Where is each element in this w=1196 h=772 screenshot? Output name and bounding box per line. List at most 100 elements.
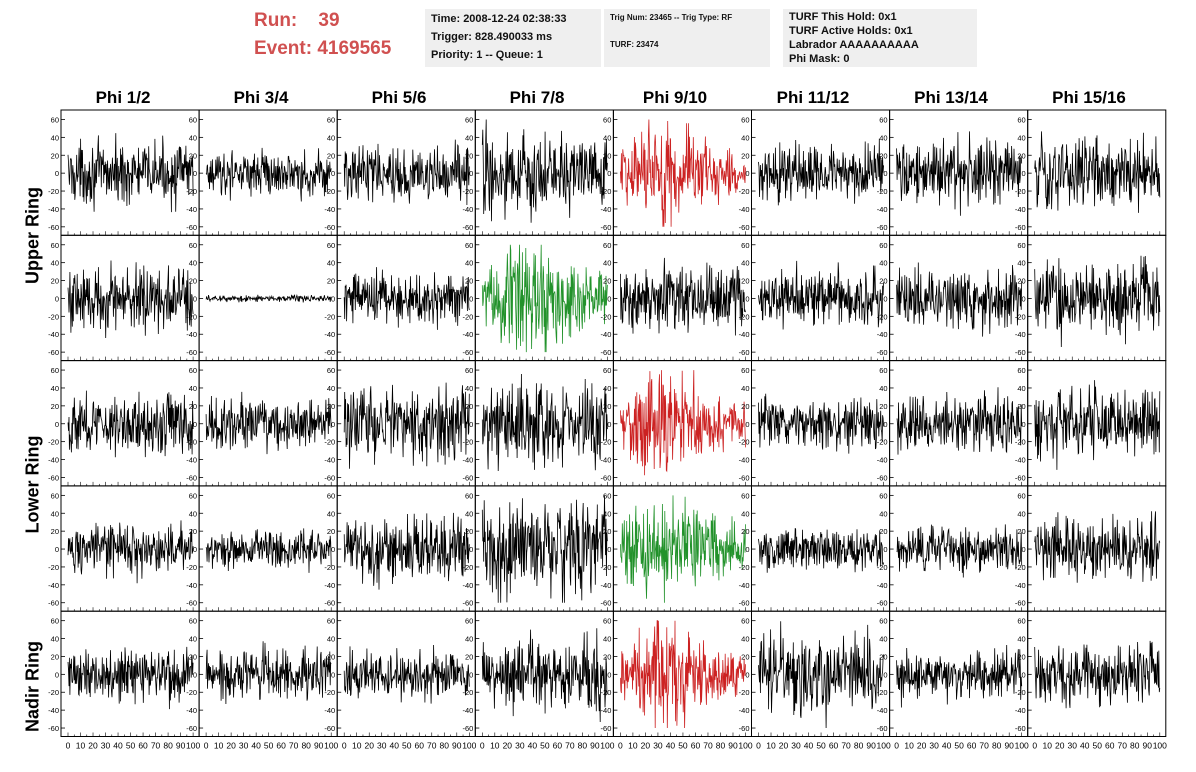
y-tick-label-r3c0: 40: [51, 509, 59, 518]
y-tick-label-r0c6: -60: [877, 223, 888, 232]
y-tick-label-r0c5: 40: [741, 133, 749, 142]
y-tick-label-r0c1: 0: [193, 169, 197, 178]
y-tick-label-r4c6: 0: [883, 670, 887, 679]
waveform-trace-r2c4: [620, 370, 746, 476]
phi-mask-text: Phi Mask: 0: [789, 53, 850, 65]
y-tick-label-r2c0: 0: [55, 420, 59, 429]
y-tick-label-r3c1: -40: [186, 581, 197, 590]
x-tick-label: 20: [1055, 741, 1065, 751]
x-tick-label: 0: [204, 741, 209, 751]
y-tick-label-r4c4: -60: [601, 724, 612, 733]
y-tick-label-r2c7: -40: [1015, 456, 1026, 465]
y-tick-label-r4c2: 20: [327, 652, 335, 661]
x-tick-label: 30: [1067, 741, 1077, 751]
y-tick-label-r4c2: -20: [324, 688, 335, 697]
x-tick-label: 0: [894, 741, 899, 751]
y-tick-label-r3c7: 20: [1017, 527, 1025, 536]
labrador-text: Labrador AAAAAAAAAA: [789, 39, 919, 51]
y-tick-label-r1c1: 40: [189, 259, 197, 268]
y-tick-label-r1c0: -60: [48, 348, 59, 357]
y-tick-label-r0c2: -20: [324, 187, 335, 196]
y-tick-label-r3c1: 20: [189, 527, 197, 536]
y-tick-label-r0c1: -60: [186, 223, 197, 232]
waveform-trace-r1c6: [896, 262, 1023, 337]
x-tick-label: 10: [214, 741, 224, 751]
y-tick-label-r0c5: 20: [741, 151, 749, 160]
y-tick-label-r4c4: 0: [607, 670, 611, 679]
x-tick-label: 60: [829, 741, 839, 751]
y-tick-label-r4c0: 0: [55, 670, 59, 679]
y-tick-label-r3c7: 40: [1017, 509, 1025, 518]
y-tick-label-r4c1: -20: [186, 688, 197, 697]
y-tick-label-r0c7: -20: [1015, 187, 1026, 196]
y-tick-label-r0c0: 0: [55, 169, 59, 178]
y-tick-label-r0c2: 0: [331, 169, 335, 178]
y-tick-label-r1c6: -20: [877, 312, 888, 321]
y-tick-label-r4c0: 60: [51, 617, 59, 626]
trig-num-text: Trig Num: 23465 -- Trig Type: RF: [610, 13, 733, 22]
waveform-trace-r0c2: [343, 139, 470, 206]
x-tick-label: 70: [841, 741, 851, 751]
waveform-trace-r4c5: [758, 621, 884, 729]
x-tick-label: 100: [324, 741, 338, 751]
x-tick-label: 50: [954, 741, 964, 751]
y-tick-label-r3c2: -40: [324, 581, 335, 590]
y-tick-label-r0c6: 60: [879, 115, 887, 124]
column-header-phi-9-10: Phi 9/10: [642, 88, 708, 107]
y-tick-label-r1c5: 0: [745, 294, 749, 303]
y-tick-label-r3c2: 40: [327, 509, 335, 518]
column-header-phi-1-2: Phi 1/2: [95, 88, 151, 107]
y-tick-label-r3c6: -20: [877, 563, 888, 572]
y-tick-label-r0c5: -40: [739, 205, 750, 214]
y-tick-label-r4c7: 20: [1017, 652, 1025, 661]
x-tick-label: 90: [1004, 741, 1014, 751]
y-tick-label-r0c2: 40: [327, 133, 335, 142]
y-tick-label-r1c4: -20: [601, 312, 612, 321]
y-tick-label-r4c6: 60: [879, 617, 887, 626]
y-tick-label-r2c0: 20: [51, 402, 59, 411]
x-tick-label: 0: [1032, 741, 1037, 751]
y-tick-label-r2c5: -40: [739, 456, 750, 465]
y-tick-label-r0c7: 0: [1022, 169, 1026, 178]
y-tick-label-r2c3: -40: [462, 456, 473, 465]
y-tick-label-r3c5: 60: [741, 491, 749, 500]
y-tick-label-r4c3: 20: [465, 652, 473, 661]
y-tick-label-r4c5: 40: [741, 635, 749, 644]
y-tick-label-r1c4: 20: [603, 277, 611, 286]
waveform-trace-r0c3: [481, 119, 608, 223]
waveform-trace-r4c2: [343, 644, 470, 704]
y-tick-label-r2c1: 40: [189, 384, 197, 393]
y-tick-label-r2c7: 40: [1017, 384, 1025, 393]
x-tick-label: 80: [578, 741, 588, 751]
x-tick-label: 0: [480, 741, 485, 751]
y-tick-label-r3c4: -60: [601, 599, 612, 608]
y-tick-label-r2c6: 60: [879, 366, 887, 375]
y-tick-label-r2c2: -40: [324, 456, 335, 465]
x-tick-label: 50: [264, 741, 274, 751]
event-number-label: Event: 4169565: [254, 38, 392, 59]
run-number-label: Run: 39: [254, 10, 340, 31]
x-tick-label: 30: [515, 741, 525, 751]
y-tick-label-r3c5: 40: [741, 509, 749, 518]
y-tick-label-r1c6: 0: [883, 294, 887, 303]
x-tick-label: 100: [1015, 741, 1029, 751]
y-tick-label-r4c2: 40: [327, 635, 335, 644]
x-tick-label: 0: [756, 741, 761, 751]
y-tick-label-r0c4: 40: [603, 133, 611, 142]
x-tick-label: 80: [440, 741, 450, 751]
y-tick-label-r4c5: 20: [741, 652, 749, 661]
waveform-trace-r3c4: [620, 495, 746, 603]
x-tick-label: 20: [88, 741, 98, 751]
column-header-phi-15-16: Phi 15/16: [1052, 88, 1126, 107]
y-tick-label-r1c5: -60: [739, 348, 750, 357]
y-tick-label-r3c5: 0: [745, 545, 749, 554]
waveform-trace-r2c1: [205, 391, 332, 455]
y-tick-label-r3c6: 40: [879, 509, 887, 518]
x-tick-label: 30: [239, 741, 249, 751]
waveform-trace-r3c1: [205, 528, 332, 573]
waveform-trace-r3c3: [481, 495, 608, 603]
y-tick-label-r4c1: 0: [193, 670, 197, 679]
y-tick-label-r3c6: -60: [877, 599, 888, 608]
y-tick-label-r4c0: -60: [48, 724, 59, 733]
y-tick-label-r3c5: 20: [741, 527, 749, 536]
